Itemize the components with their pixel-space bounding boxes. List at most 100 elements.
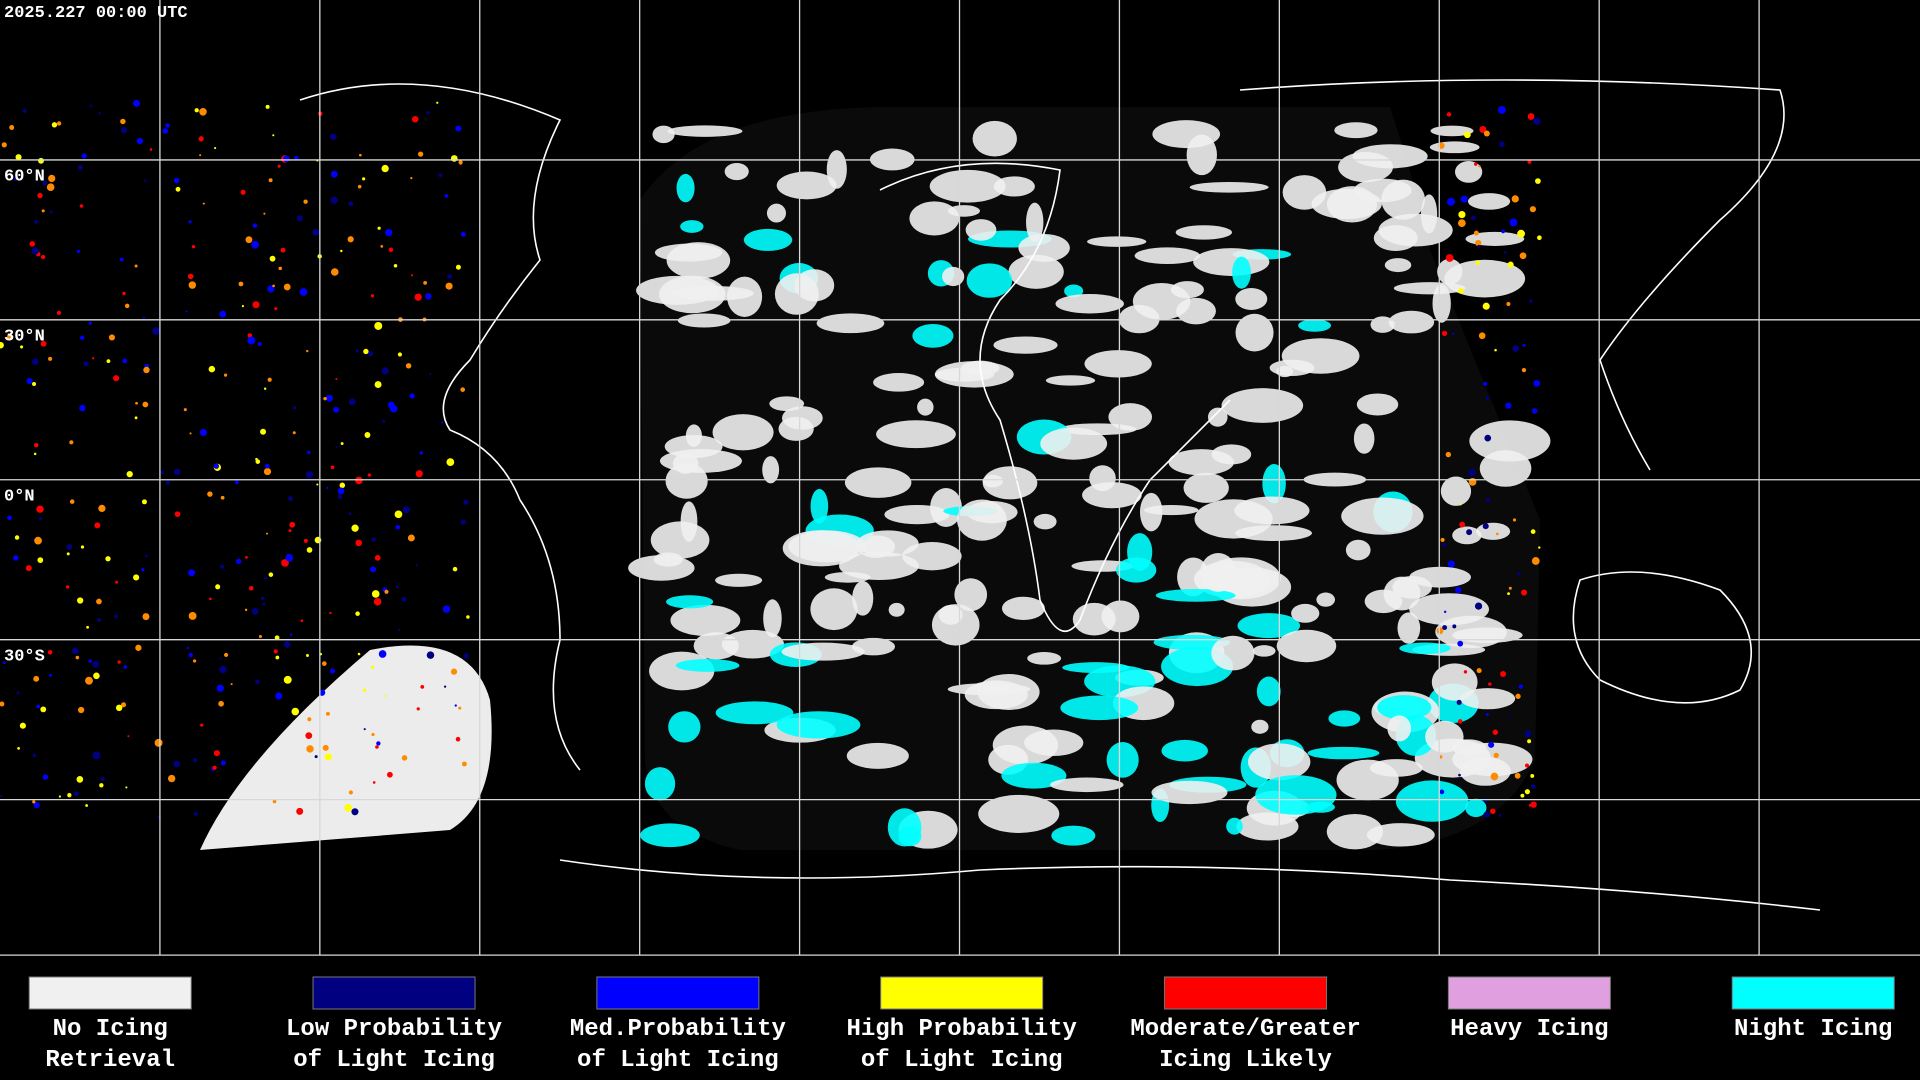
africa-europe-coast [879,162,1231,632]
icing-speck [115,580,119,584]
icing-speck [348,790,353,795]
icing-speck [1490,808,1496,814]
icing-speck [96,598,102,605]
icing-speck [330,465,335,470]
cloud-patch [912,323,954,348]
icing-speck [165,123,170,128]
icing-speck [1446,112,1452,117]
icing-speck [220,564,225,569]
icing-speck [125,786,128,789]
icing-speck [329,668,336,674]
icing-speck [16,691,20,695]
cloud-patch [964,680,1028,710]
legend-label: Icing Likely [1159,1047,1332,1074]
icing-speck [363,348,369,355]
icing-speck [1509,218,1518,227]
icing-speck [273,649,278,654]
icing-speck [362,177,366,181]
icing-speck [0,341,4,349]
icing-speck [419,451,423,455]
icing-speck [41,209,45,213]
icing-speck [265,104,270,109]
icing-speck [188,612,197,620]
icing-speck [255,679,260,685]
icing-speck [414,293,422,301]
icing-speck [66,552,70,556]
cloud-patch [652,125,675,144]
icing-speck [329,133,337,141]
icing-speck [188,281,197,289]
icing-speck [1443,610,1447,614]
icing-speck [340,442,344,445]
icing-speck [240,189,246,195]
icing-speck [384,694,387,698]
icing-speck [292,406,297,410]
icing-speck [1521,367,1527,373]
legend-label: of Light Icing [861,1047,1063,1074]
icing-speck [263,387,267,390]
cloud-patch [1134,247,1201,265]
icing-speck [1473,162,1478,166]
icing-speck [1527,739,1532,744]
icing-speck [92,751,101,760]
icing-speck [300,619,304,623]
icing-speck [186,646,189,650]
icing-speck [288,496,294,502]
icing-speck [208,365,216,373]
icing-speck [401,755,408,761]
asia-coast [1239,79,1785,471]
icing-speck [223,373,228,377]
icing-speck [113,375,120,382]
cloud-patch [794,269,835,302]
cloud-patch [1334,122,1378,139]
icing-speck [1530,773,1535,778]
icing-speck [154,738,163,747]
icing-speck [49,210,53,214]
icing-speck [455,736,461,742]
icing-speck [1441,330,1448,336]
icing-speck [426,651,435,659]
icing-speck [450,155,458,162]
icing-speck [466,615,470,619]
cloud-patch [1444,259,1526,298]
icing-speck [358,153,362,157]
cloud-patch [1151,780,1228,805]
cloud-patch [1001,762,1067,789]
icing-speck [387,771,393,778]
cloud-patch [1153,634,1231,650]
icing-speck [48,356,53,361]
icing-speck [34,219,39,224]
icing-speck [162,128,169,134]
icing-speck [314,755,318,759]
cloud-patch [1387,715,1412,742]
icing-speck [316,483,319,486]
icing-speck [133,574,140,581]
icing-speck [348,512,352,516]
cloud-patch [902,542,962,571]
cloud-patch [1189,181,1269,193]
icing-speck [1527,159,1532,164]
icing-speck [324,753,332,761]
icing-speck [143,366,150,374]
icing-speck [193,811,198,816]
icing-speck [38,157,44,164]
icing-speck [220,760,226,766]
icing-speck [335,446,338,449]
icing-speck [213,463,220,469]
icing-speck [213,750,220,757]
legend-label: Low Probability [286,1016,502,1043]
icing-speck [97,618,102,622]
icing-speck [1445,254,1454,262]
icing-speck [289,521,296,528]
cloud-patch [1101,600,1140,633]
icing-speck [219,310,227,318]
legend-swatch [880,976,1044,1010]
cloud-patch [1307,746,1380,760]
icing-speck [188,652,193,658]
icing-speck [134,264,138,268]
legend-label: Heavy Icing [1450,1016,1608,1043]
latitude-label: 60°N [4,168,45,187]
icing-speck [426,111,430,115]
icing-speck [141,567,145,572]
icing-speck [76,249,81,254]
